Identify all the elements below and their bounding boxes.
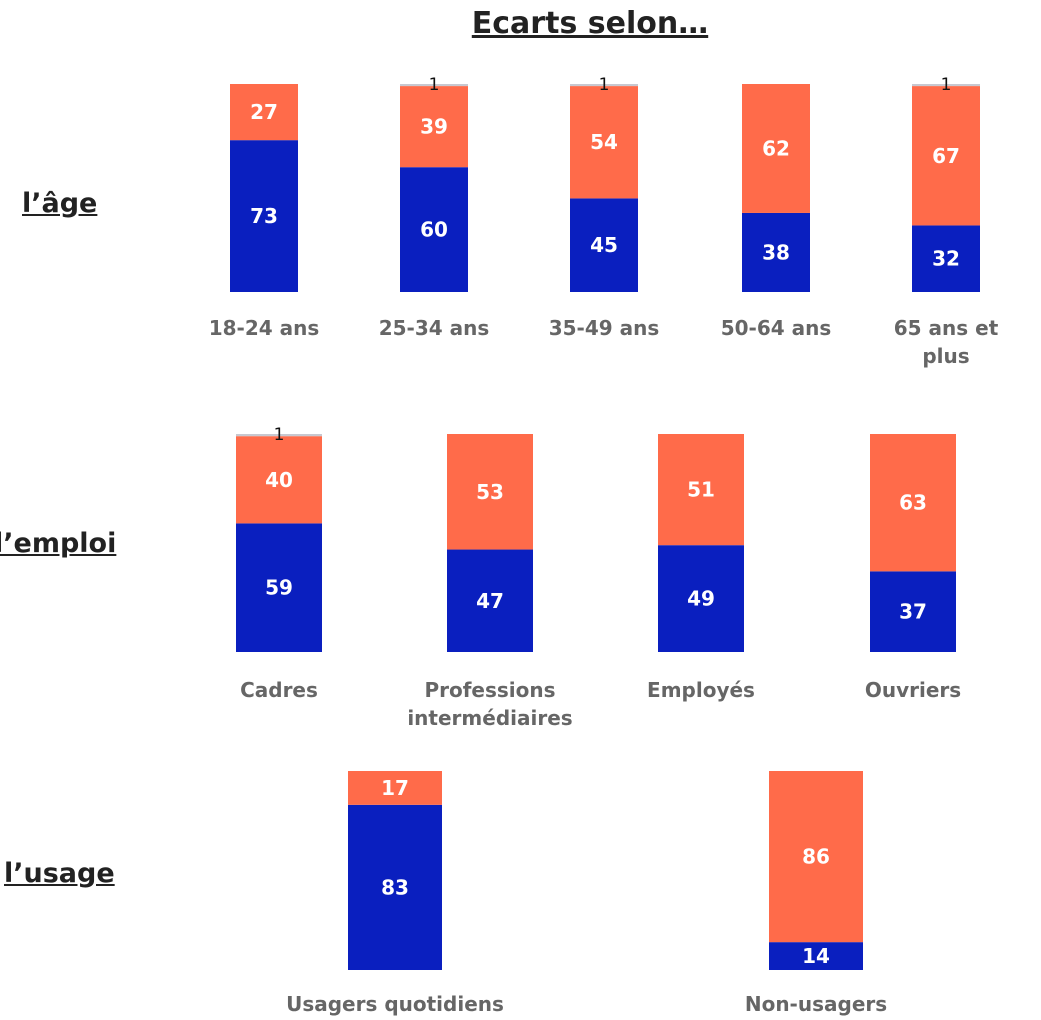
data-label: 59 [265, 576, 293, 600]
bar-segment [230, 84, 298, 141]
data-label: 67 [932, 144, 960, 168]
category-label: 50-64 ans [720, 316, 832, 340]
category-label: Cadres [240, 678, 318, 702]
data-label: 45 [590, 233, 618, 257]
category-label: 65 ans et plus [893, 316, 999, 368]
bar-segment [912, 84, 980, 87]
bar-segment [230, 140, 298, 292]
bar-segment [236, 434, 322, 437]
bar-segment [769, 771, 863, 943]
page-title: Ecarts selon… [471, 6, 709, 41]
bar-segment [570, 86, 638, 199]
bar-segment [447, 434, 533, 550]
bar-segment [658, 545, 744, 652]
bar-segment [400, 84, 468, 87]
section-label-usage: l’usage [4, 858, 115, 889]
bar-segment [870, 434, 956, 572]
bar-segment [870, 571, 956, 652]
category-label: Non-usagers [744, 992, 888, 1016]
category-label: Usagers quotidiens [286, 992, 504, 1016]
bar-segment [912, 86, 980, 226]
data-label: 51 [687, 478, 715, 502]
bar-segment [348, 771, 442, 805]
bar-segment [348, 804, 442, 970]
data-label: 37 [899, 600, 927, 624]
bar-segment [447, 549, 533, 652]
data-label: 17 [381, 776, 409, 800]
data-label: 1 [941, 75, 952, 95]
bar-segment [570, 84, 638, 87]
data-label: 27 [250, 100, 278, 124]
category-label: Ouvriers [864, 678, 962, 702]
data-label: 60 [420, 218, 448, 242]
bar-segment [400, 86, 468, 168]
data-label: 62 [762, 136, 790, 160]
data-label: 83 [381, 875, 409, 899]
bar-segment [570, 198, 638, 292]
category-label: 35-49 ans [548, 316, 660, 340]
data-label: 54 [590, 130, 618, 154]
data-label: 63 [899, 491, 927, 515]
section-label-emploi: l’emploi [0, 528, 117, 559]
data-label: 14 [802, 944, 830, 968]
data-label: 49 [687, 587, 715, 611]
bar-segment [912, 225, 980, 292]
data-label: 1 [274, 425, 285, 445]
data-label: 32 [932, 247, 960, 271]
data-label: 38 [762, 240, 790, 264]
bar-segment [400, 167, 468, 292]
bar-segment [769, 942, 863, 970]
bar-segment [658, 434, 744, 546]
category-label: Professions intermédiaires [407, 678, 573, 730]
section-label-age: l’âge [22, 188, 98, 219]
bar-segment [742, 84, 810, 213]
bar-segment [742, 212, 810, 292]
category-label: 25-34 ans [378, 316, 490, 340]
data-label: 73 [250, 204, 278, 228]
data-label: 39 [420, 115, 448, 139]
category-label: Employés [647, 678, 755, 702]
data-label: 53 [476, 480, 504, 504]
category-label: 18-24 ans [208, 316, 320, 340]
bar-segment [236, 523, 322, 652]
data-label: 47 [476, 589, 504, 613]
data-label: 1 [599, 75, 610, 95]
bar-segment [236, 436, 322, 524]
data-label: 40 [265, 468, 293, 492]
data-label: 86 [802, 845, 830, 869]
data-label: 1 [429, 75, 440, 95]
